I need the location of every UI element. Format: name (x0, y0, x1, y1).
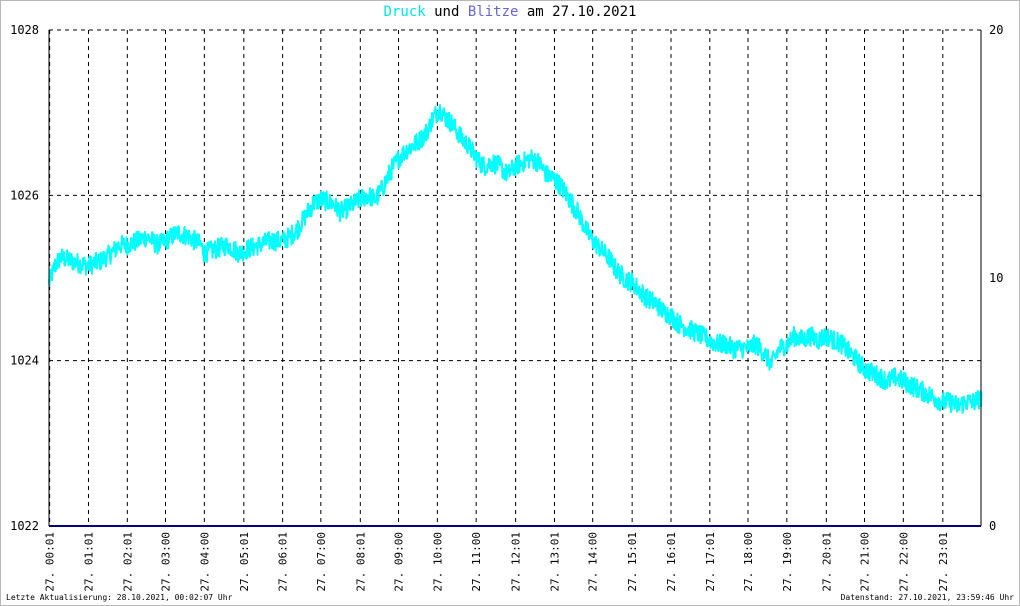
x-tick-label: 27. 01:01 (82, 532, 95, 592)
x-tick-label: 27. 17:01 (704, 532, 717, 592)
grid-layer (49, 29, 981, 526)
x-tick-label: 27. 10:00 (431, 532, 444, 592)
title-und: und (434, 4, 460, 20)
last-update-text: Letzte Aktualisierung: 28.10.2021, 00:02… (6, 593, 233, 602)
x-tick-label: 27. 22:00 (897, 532, 910, 592)
x-tick-label: 27. 02:01 (121, 532, 134, 592)
x-tick-label: 27. 00:01 (44, 532, 57, 592)
data-timestamp-text: Datenstand: 27.10.2021, 23:59:46 Uhr (840, 593, 1014, 602)
x-tick-label: 27. 21:00 (859, 532, 872, 592)
x-tick-label: 27. 08:01 (354, 532, 367, 592)
pressure-series-line (48, 104, 983, 414)
x-tick-label: 27. 16:01 (665, 532, 678, 592)
y-left-tick-label: 1028 (10, 23, 39, 37)
y-right-tick-label: 20 (989, 23, 1003, 37)
x-tick-label: 27. 12:01 (510, 532, 523, 592)
y-left-tick-label: 1024 (10, 354, 39, 368)
title-date: am 27.10.2021 (526, 4, 637, 20)
x-tick-label: 27. 13:01 (548, 532, 561, 592)
x-tick-label: 27. 04:00 (198, 532, 211, 592)
x-tick-label: 27. 23:01 (937, 532, 950, 592)
x-tick-label: 27. 06:01 (277, 532, 290, 592)
chart-title: Druck und Blitze am 27.10.2021 (0, 4, 1020, 20)
x-tick-label: 27. 05:01 (238, 532, 251, 592)
x-tick-label: 27. 09:00 (393, 532, 406, 592)
y-right-tick-label: 10 (989, 271, 1003, 285)
x-tick-label: 27. 19:00 (781, 532, 794, 592)
x-tick-label: 27. 07:00 (315, 532, 328, 592)
x-tick-label: 27. 15:01 (626, 532, 639, 592)
x-tick-label: 27. 03:00 (160, 532, 173, 592)
y-left-tick-label: 1026 (10, 188, 39, 202)
x-tick-label: 27. 14:00 (587, 532, 600, 592)
title-druck: Druck (383, 4, 426, 20)
pressure-layer (48, 104, 983, 414)
x-tick-label: 27. 20:01 (820, 532, 833, 592)
title-blitze: Blitze (467, 4, 519, 20)
x-tick-label: 27. 11:00 (470, 532, 483, 592)
y-right-tick-label: 0 (989, 519, 996, 533)
x-tick-label: 27. 18:00 (742, 532, 755, 592)
y-left-tick-label: 1022 (10, 519, 39, 533)
axis-layer: 1022 1024 1026 1028 0 10 20 27. 00:01 27. 01:01 2… (10, 23, 1003, 592)
